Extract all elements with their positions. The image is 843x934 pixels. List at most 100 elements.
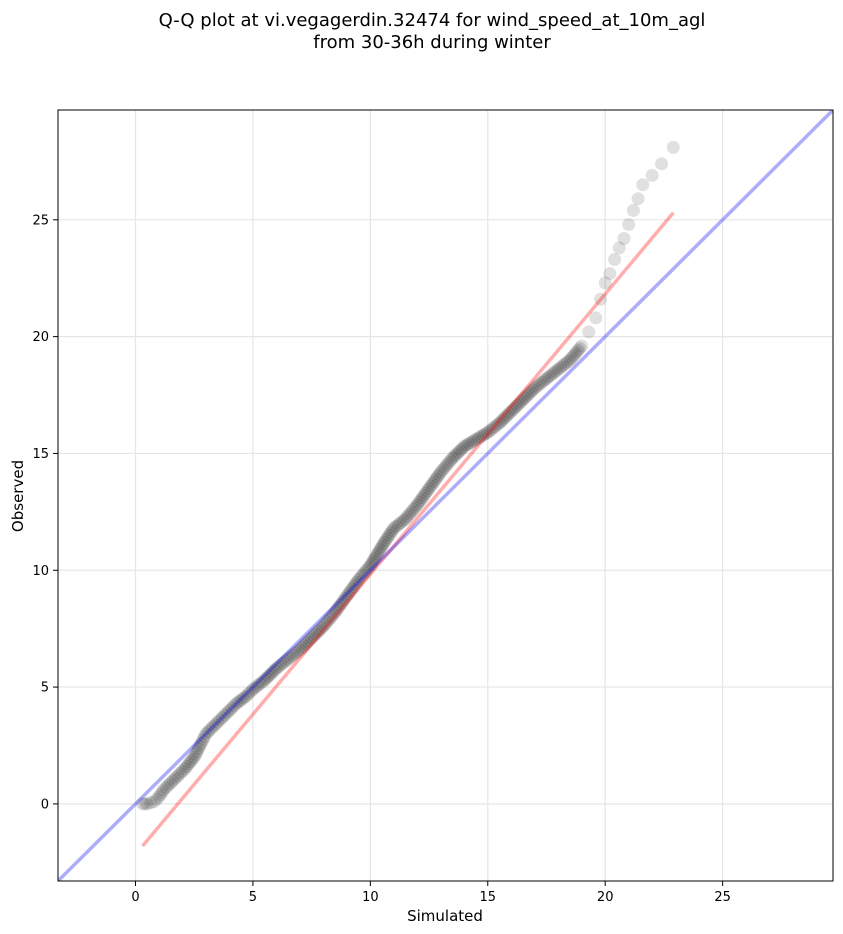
qq-point: [385, 524, 399, 538]
plot-area: [58, 110, 833, 881]
qq-point: [535, 375, 549, 389]
qq-point: [476, 428, 490, 442]
qq-point: [363, 559, 377, 573]
qq-point: [561, 355, 575, 369]
y-axis-ticks: 0 5 10 15 20 25: [32, 213, 58, 812]
qq-point: [589, 311, 603, 325]
qq-point: [183, 755, 197, 769]
qq-point: [488, 420, 502, 434]
qq-point: [372, 545, 386, 559]
chart-title-line2: from 30-36h during winter: [313, 32, 551, 53]
qq-point: [498, 410, 512, 424]
qq-point: [196, 733, 210, 747]
qq-point: [444, 453, 458, 467]
qq-point: [518, 391, 532, 405]
y-tick-label: 0: [41, 797, 49, 812]
qq-point: [571, 344, 585, 358]
qq-point: [201, 724, 215, 738]
qq-point: [626, 203, 640, 217]
x-tick-label: 25: [714, 890, 731, 905]
qq-point: [150, 792, 164, 806]
qq-point: [324, 610, 338, 624]
qq-point: [342, 587, 356, 601]
qq-point: [276, 656, 290, 670]
qq-point: [303, 633, 317, 647]
qq-point: [144, 796, 158, 810]
qq-point: [197, 730, 211, 744]
x-tick-label: 0: [131, 890, 139, 905]
qq-point: [340, 589, 354, 603]
qq-point: [366, 554, 380, 568]
qq-point: [464, 435, 478, 449]
qq-point: [335, 596, 349, 610]
qq-point: [301, 635, 315, 649]
qq-point: [326, 608, 340, 622]
qq-point: [537, 374, 551, 388]
qq-point: [514, 395, 528, 409]
qq-point: [539, 372, 553, 386]
qq-point: [328, 605, 342, 619]
qq-point: [154, 788, 168, 802]
qq-point: [159, 781, 173, 795]
qq-point: [524, 385, 538, 399]
qq-point: [147, 795, 161, 809]
qq-point: [410, 498, 424, 512]
qq-point: [369, 549, 383, 563]
qq-point: [293, 643, 307, 657]
qq-point: [269, 661, 283, 675]
qq-point: [291, 645, 305, 659]
qq-point: [448, 449, 462, 463]
qq-point: [190, 745, 204, 759]
qq-point: [594, 292, 607, 306]
qq-point: [420, 484, 434, 498]
qq-point: [208, 717, 222, 731]
qq-point: [655, 157, 669, 171]
qq-point: [157, 783, 171, 797]
qq-point: [551, 362, 565, 376]
qq-point: [485, 422, 499, 436]
qq-point: [354, 570, 368, 584]
qq-point: [567, 348, 581, 362]
qq-point: [206, 720, 220, 734]
qq-point: [241, 687, 255, 701]
qq-point: [152, 790, 166, 804]
qq-point: [392, 517, 406, 531]
qq-point: [309, 627, 323, 641]
qq-point: [320, 615, 334, 629]
qq-point: [532, 377, 546, 391]
qq-point: [286, 648, 300, 662]
qq-point: [161, 778, 175, 792]
qq-point: [166, 774, 180, 788]
qq-point: [155, 785, 169, 799]
qq-point: [373, 542, 387, 556]
qq-point: [311, 625, 325, 639]
qq-point: [396, 514, 410, 528]
qq-point: [331, 601, 345, 615]
qq-point: [544, 368, 558, 382]
qq-point: [612, 241, 626, 255]
qq-point: [384, 526, 398, 540]
qq-point: [389, 519, 403, 533]
qq-point: [429, 472, 443, 486]
qq-point: [474, 430, 488, 444]
qq-point: [173, 767, 187, 781]
qq-point: [180, 760, 194, 774]
qq-point: [414, 493, 428, 507]
chart-title-line1: Q-Q plot at vi.vegagerdin.32474 for wind…: [159, 10, 706, 31]
qq-point: [522, 387, 536, 401]
qq-point: [493, 416, 507, 430]
qq-point: [446, 451, 460, 465]
qq-point: [211, 715, 225, 729]
qq-point: [279, 654, 293, 668]
qq-point: [316, 619, 330, 633]
qq-point: [370, 547, 384, 561]
qq-point: [462, 437, 476, 451]
qq-point: [204, 722, 218, 736]
qq-point: [318, 617, 332, 631]
qq-point: [508, 400, 522, 414]
qq-point: [556, 359, 570, 373]
qq-point: [253, 677, 267, 691]
qq-point: [251, 679, 265, 693]
qq-point: [305, 631, 319, 645]
